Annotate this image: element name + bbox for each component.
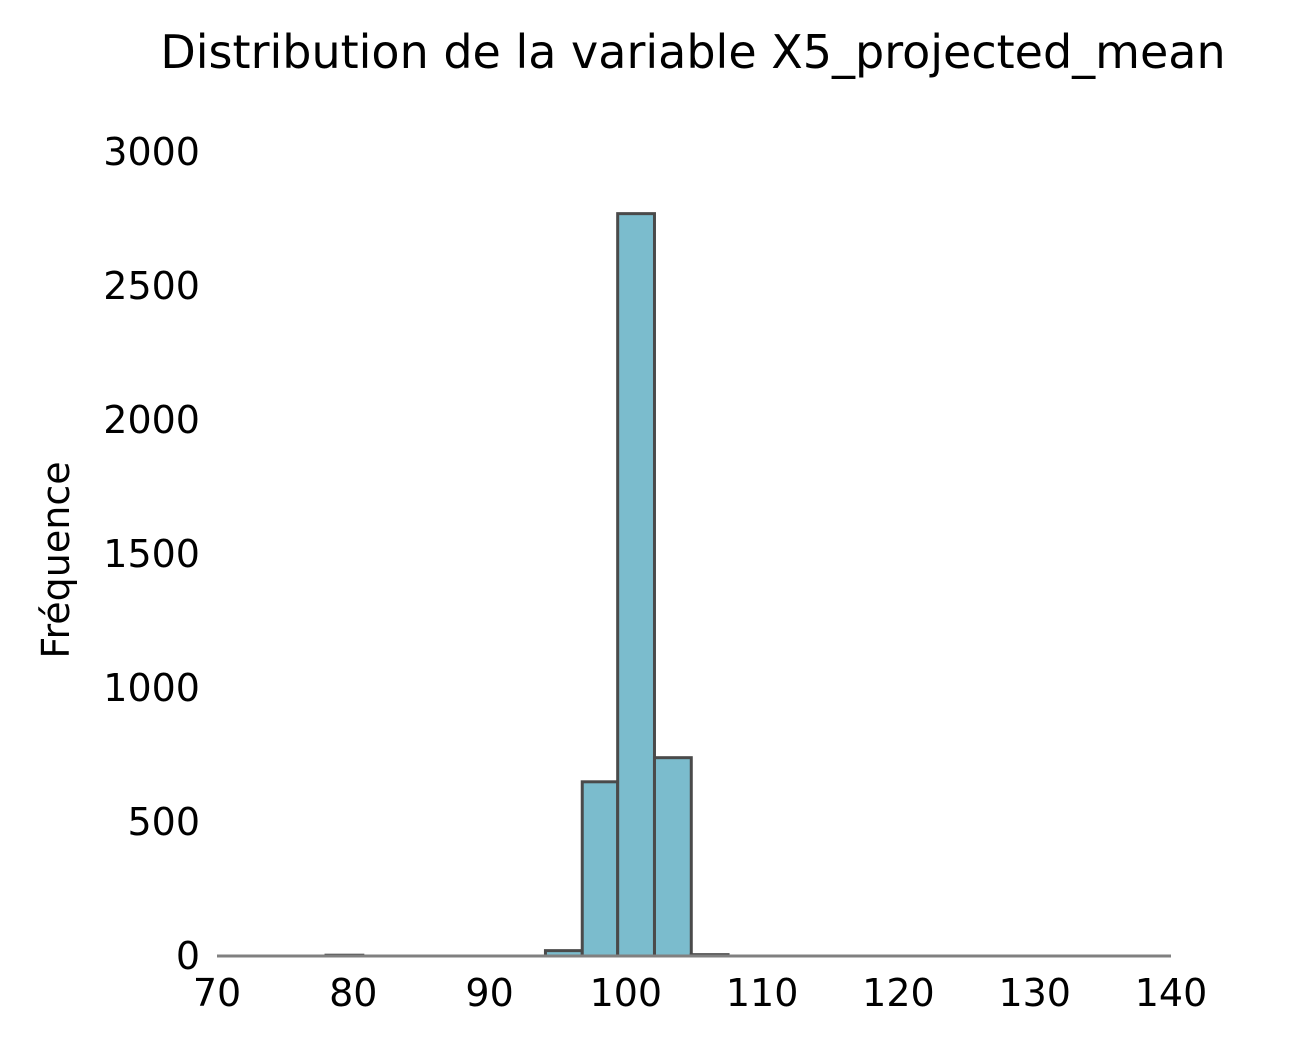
x-tick-label-140: 140 — [1135, 971, 1208, 1015]
y-tick-label-2000: 2000 — [103, 398, 200, 442]
bars-group — [324, 212, 730, 958]
y-tick-label-3000: 3000 — [103, 130, 200, 174]
y-axis-label: Fréquence — [34, 461, 78, 658]
x-tick-label-90: 90 — [465, 971, 513, 1015]
histogram-bar-3 — [616, 212, 656, 958]
histogram-bar-4 — [652, 756, 693, 958]
y-tick-label-0: 0 — [176, 934, 200, 978]
y-tick-label-2500: 2500 — [103, 264, 200, 308]
y-tick-label-500: 500 — [127, 800, 200, 844]
x-tick-label-120: 120 — [862, 971, 935, 1015]
chart-title: Distribution de la variable X5_projected… — [160, 25, 1225, 79]
histogram-bar-2 — [580, 780, 620, 958]
x-tick-label-80: 80 — [329, 971, 377, 1015]
x-tick-labels: 70 80 90 100 110 120 130 140 — [193, 971, 1207, 1015]
x-tick-label-110: 110 — [726, 971, 799, 1015]
x-tick-label-70: 70 — [193, 971, 241, 1015]
y-tick-labels: 0 500 1000 1500 2000 2500 3000 — [103, 130, 200, 978]
x-tick-label-130: 130 — [998, 971, 1071, 1015]
y-tick-label-1500: 1500 — [103, 532, 200, 576]
x-tick-label-100: 100 — [590, 971, 663, 1015]
y-tick-label-1000: 1000 — [103, 666, 200, 710]
